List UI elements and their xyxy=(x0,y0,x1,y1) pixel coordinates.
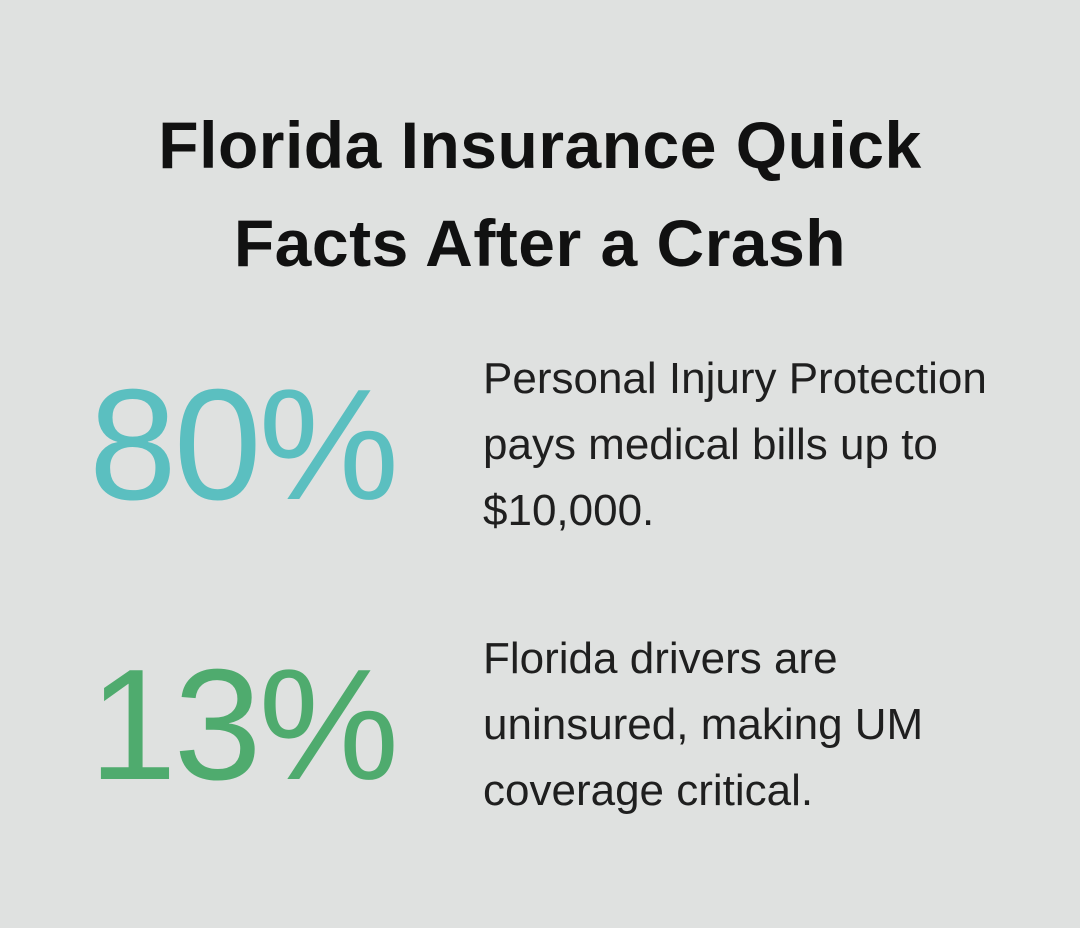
fact: 80% Personal Injury Protection pays medi… xyxy=(0,335,1080,555)
stat: 80% xyxy=(88,357,399,533)
title: Florida Insurance Quick Facts After a Cr… xyxy=(158,108,922,280)
fact: 13% Florida drivers are uninsured, makin… xyxy=(0,615,1080,835)
fact-text: Personal Injury Protection pays medical … xyxy=(483,354,987,535)
fact-text: Florida drivers are uninsured, making UM… xyxy=(483,634,924,815)
stat: 13% xyxy=(88,637,399,813)
